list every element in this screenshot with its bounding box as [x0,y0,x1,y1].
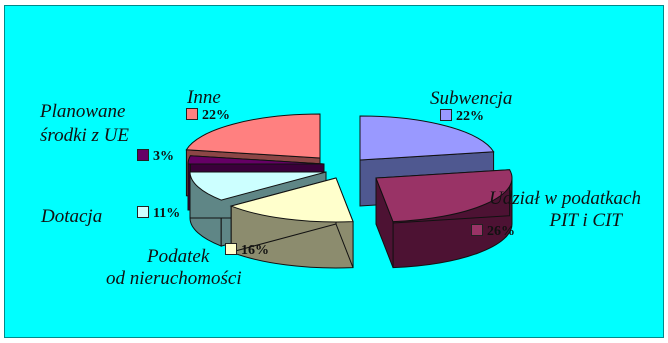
pct-dotacja-text: 11% [153,206,181,221]
slice-top-podatek [229,177,354,223]
label-udzial-line1: Udział w podatkach [489,188,641,209]
pct-dotacja: 11% [137,206,180,222]
label-plan-line1: Planowane [40,101,126,122]
pct-inne: 22% [186,108,230,124]
legend-swatch-subwencja [440,109,452,121]
legend-swatch-podatek [225,243,237,255]
label-podatek-line2: od nieruchomości [106,268,242,289]
pct-podatek-text: 16% [241,243,269,258]
pct-podatek: 16% [225,243,269,259]
slice-top-inne [185,113,321,159]
pct-subwencja-text: 22% [456,109,484,124]
label-plan-line2: środki z UE [40,125,130,146]
slice-top-subw [359,115,495,161]
pct-plan: 3% [137,149,174,165]
slice-top-plan [187,155,325,165]
slice-udzial [375,169,513,269]
label-inne: Inne [187,87,221,108]
label-podatek-line1: Podatek [147,246,210,267]
plot-background [4,5,664,338]
legend-swatch-inne [186,108,198,120]
label-subwencja: Subwencja [430,88,513,109]
legend-swatch-dotacja [137,206,149,218]
label-udzial-line2: PIT i CIT [549,210,622,231]
slice-top-dotacja [189,171,327,201]
pct-udzial: 26% [471,224,515,240]
slice-top-udzial [375,169,513,223]
pct-udzial-text: 26% [487,224,515,239]
slice-podatek [229,177,354,269]
pct-subwencja: 22% [440,109,484,125]
legend-swatch-plan [137,149,149,161]
legend-swatch-udzial [471,224,483,236]
pct-inne-text: 22% [202,108,230,123]
label-dotacja: Dotacja [41,206,103,227]
pct-plan-text: 3% [153,149,174,164]
